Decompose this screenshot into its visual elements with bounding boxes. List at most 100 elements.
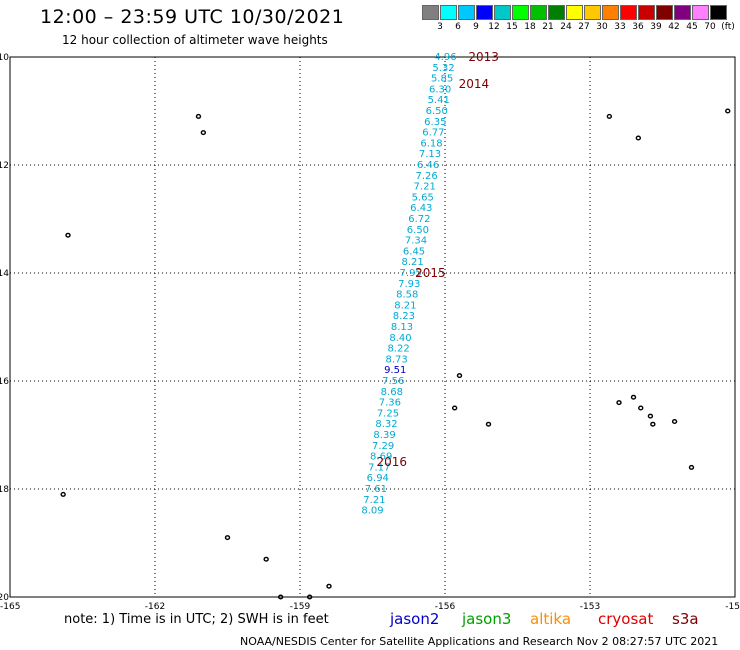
island-outline (195, 113, 202, 119)
lon-tick-label: -159 (290, 602, 311, 612)
island-outline (224, 535, 231, 541)
lon-tick-label: -156 (435, 602, 456, 612)
swh-value-label: 8.68 (381, 387, 403, 398)
legend-unit: (ft) (721, 22, 735, 32)
legend-swatch (494, 5, 511, 20)
legend-tick-label: 3 (437, 22, 443, 32)
legend-tick-label: 70 (704, 22, 716, 32)
swh-value-label: 6.50 (407, 225, 429, 236)
island-outline (485, 421, 492, 427)
swh-value-label: 7.61 (365, 484, 387, 495)
year-time-label: 2014 (459, 77, 490, 91)
swh-value-label: 8.69 (370, 452, 392, 463)
island-outline (200, 130, 207, 136)
legend-swatch (512, 5, 529, 20)
island-outline (326, 583, 332, 589)
footnote: note: 1) Time is in UTC; 2) SWH is in fe… (64, 612, 329, 627)
legend-swatch (674, 5, 691, 20)
lon-tick-label: -162 (145, 602, 165, 612)
legend-tick-label: 33 (614, 22, 626, 32)
swh-value-label: 8.39 (373, 430, 395, 441)
swh-value-label: 7.13 (419, 149, 441, 160)
swh-value-label: 4.96 (434, 52, 456, 63)
legend-swatch (656, 5, 673, 20)
lat-tick-label: -16 (0, 377, 9, 387)
legend-tick-label: 24 (560, 22, 572, 32)
swh-value-label: 8.21 (394, 300, 416, 311)
legend-swatch (638, 5, 655, 20)
lat-tick-label: -20 (0, 593, 9, 603)
legend-swatch (566, 5, 583, 20)
year-time-label: 2015 (415, 266, 446, 280)
legend-tick-label: 9 (473, 22, 479, 32)
legend-swatch (692, 5, 709, 20)
legend-swatch (422, 5, 439, 20)
legend-tick-label: 39 (650, 22, 662, 32)
swh-value-label: 6.45 (403, 246, 425, 257)
credit-line: NOAA/NESDIS Center for Satellite Applica… (240, 635, 719, 648)
legend-swatch (602, 5, 619, 20)
island-outline (456, 373, 463, 379)
island-outline (616, 400, 622, 406)
swh-value-label: 7.21 (363, 495, 385, 506)
legend-tick-label: 15 (506, 22, 518, 32)
mission-label-altika: altika (530, 610, 572, 628)
legend-tick-label: 21 (542, 22, 554, 32)
swh-value-label: 8.32 (375, 419, 397, 430)
page-title: 12:00 – 23:59 UTC 10/30/2021 (40, 6, 345, 28)
legend-tick-label: 18 (524, 22, 536, 32)
swh-value-label: 6.30 (429, 84, 451, 95)
year-time-label: 2013 (468, 50, 499, 64)
lon-tick-label: -165 (0, 602, 20, 612)
lat-tick-label: -18 (0, 485, 9, 495)
swh-value-label: 8.23 (393, 311, 415, 322)
swh-value-label: 6.18 (420, 138, 442, 149)
island-outline (65, 232, 71, 238)
swh-value-label: 7.21 (414, 182, 436, 193)
legend-swatch (620, 5, 637, 20)
swh-value-label: 6.94 (367, 473, 389, 484)
swh-value-label: 7.29 (372, 441, 394, 452)
swh-value-label: 5.65 (412, 192, 434, 203)
island-outline (451, 405, 458, 411)
swh-value-label: 6.46 (417, 160, 439, 171)
swh-value-label: 8.58 (396, 290, 418, 301)
swh-value-label: 7.17 (368, 462, 390, 473)
legend-tick-label: 6 (455, 22, 461, 32)
swh-value-label: 7.56 (382, 376, 404, 387)
swh-value-label: 6.72 (408, 214, 430, 225)
swh-value-label: 8.73 (386, 354, 408, 365)
legend-tick-label: 42 (668, 22, 680, 32)
year-time-label: 2016 (377, 455, 408, 469)
swh-value-label: 7.26 (415, 171, 437, 182)
swh-value-label: 8.22 (387, 344, 409, 355)
swh-value-label: 6.77 (422, 128, 444, 139)
island-outline (630, 394, 637, 400)
lat-tick-label: -12 (0, 161, 9, 171)
swh-value-label: 8.09 (361, 506, 383, 517)
island-outline (647, 413, 654, 419)
legend-swatch (548, 5, 565, 20)
lon-tick-label: -15 (725, 602, 740, 612)
legend-swatches (422, 5, 740, 20)
swh-value-label: 8.21 (401, 257, 423, 268)
swh-value-label: 8.40 (389, 333, 411, 344)
island-outline (606, 113, 613, 119)
island-outline (725, 108, 731, 114)
map-frame (9, 56, 736, 598)
island-outline (688, 464, 695, 470)
legend-swatch (458, 5, 475, 20)
island-outline (60, 491, 66, 497)
swh-value-label: 6.50 (426, 106, 448, 117)
swh-value-label: 6.35 (424, 117, 446, 128)
swh-value-label: 5.41 (428, 95, 450, 106)
legend-swatch (476, 5, 493, 20)
legend-swatch (530, 5, 547, 20)
island-outline (263, 556, 269, 562)
legend-swatch (584, 5, 601, 20)
lat-tick-label: -10 (0, 53, 9, 63)
swh-value-label: 7.36 (379, 398, 401, 409)
legend-tick-label: 36 (632, 22, 644, 32)
legend-swatch (710, 5, 727, 20)
swh-value-label: 7.25 (377, 408, 399, 419)
